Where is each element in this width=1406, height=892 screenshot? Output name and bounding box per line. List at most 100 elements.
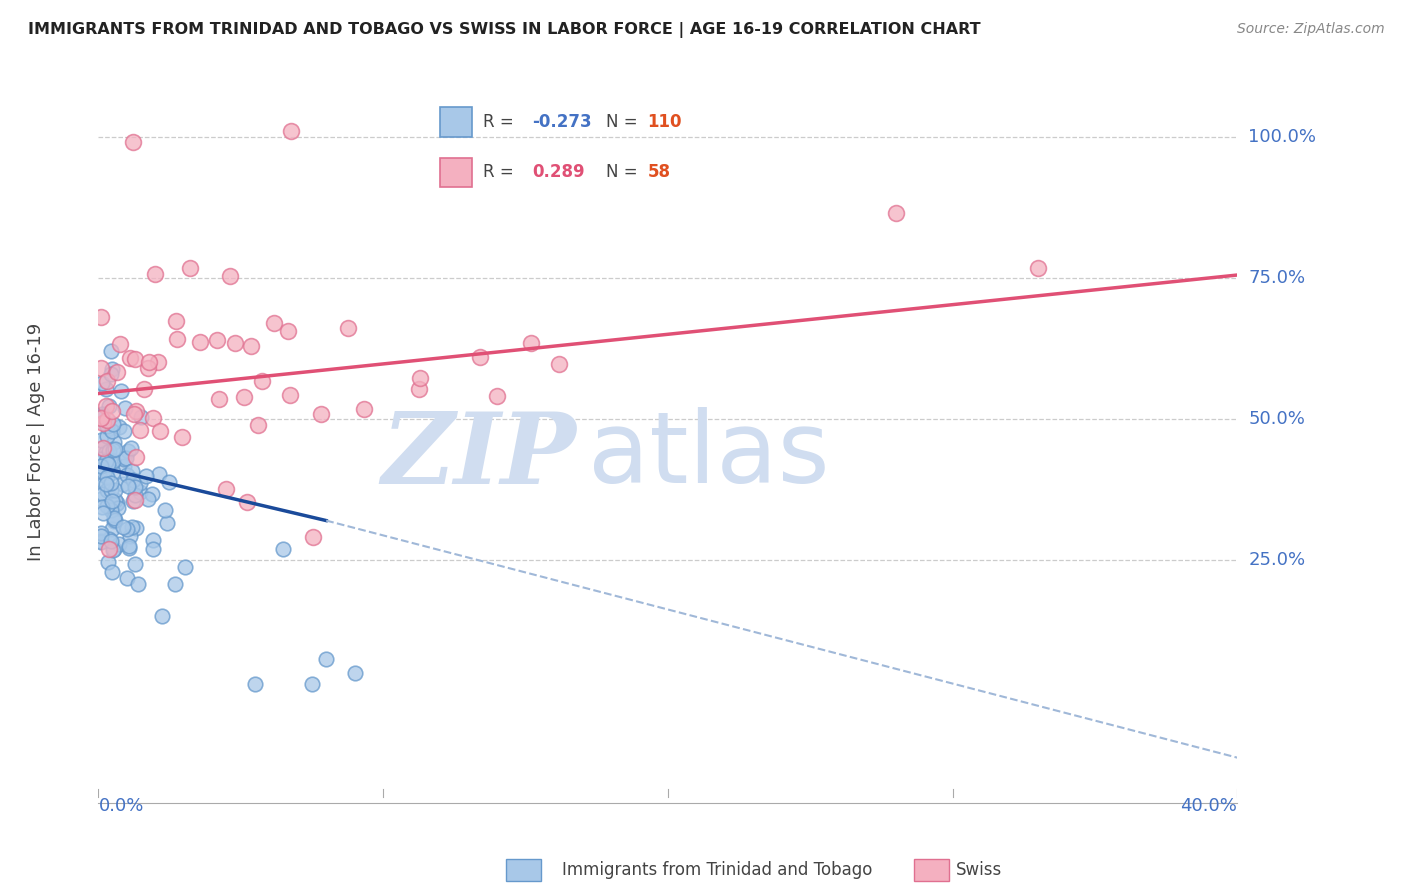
Point [100, 503, 122, 517]
Point [263, 317, 285, 331]
Point [148, 355, 170, 369]
Text: 50.0%: 50.0% [1249, 410, 1305, 428]
Point [100, 533, 122, 548]
Point [112, 459, 135, 474]
Point [884, 205, 907, 219]
Point [302, 531, 325, 545]
Point [315, 652, 337, 666]
Point [90, 407, 112, 421]
Point [90, 442, 112, 456]
Point [409, 371, 432, 385]
Point [97, 532, 120, 546]
Point [107, 365, 129, 379]
Point [105, 497, 128, 511]
Point [90, 310, 112, 324]
Point [143, 267, 166, 281]
Point [98, 444, 121, 458]
Point [101, 494, 124, 508]
Point [172, 430, 194, 444]
Point [353, 401, 375, 416]
Point [100, 367, 122, 381]
Point [101, 465, 124, 479]
Point [219, 268, 242, 283]
Point [96, 429, 118, 443]
Point [336, 320, 359, 334]
Point [224, 336, 246, 351]
Point [90, 529, 112, 543]
Point [124, 488, 146, 502]
Point [124, 492, 146, 507]
Point [90, 525, 112, 540]
Point [129, 475, 152, 490]
Point [141, 487, 163, 501]
Point [104, 492, 127, 507]
Point [343, 666, 366, 681]
Point [122, 136, 145, 150]
Point [91, 442, 114, 456]
Point [104, 483, 127, 498]
Point [150, 609, 173, 624]
Point [132, 382, 155, 396]
Point [208, 392, 231, 407]
Point [252, 374, 274, 388]
Text: atlas: atlas [588, 408, 830, 505]
Point [188, 335, 211, 350]
Point [1026, 261, 1049, 276]
Point [239, 339, 262, 353]
Point [243, 677, 266, 691]
Point [97, 421, 120, 435]
Point [90, 376, 112, 391]
Point [103, 541, 125, 556]
Point [93, 416, 115, 430]
Point [100, 361, 122, 376]
Point [215, 482, 238, 496]
Point [124, 521, 146, 535]
Point [166, 333, 188, 347]
Point [273, 541, 295, 556]
Point [100, 483, 122, 497]
Text: 100.0%: 100.0% [1249, 128, 1316, 145]
Point [98, 400, 121, 414]
Point [105, 496, 128, 510]
Point [96, 483, 118, 497]
Point [110, 384, 132, 398]
Point [118, 351, 141, 366]
Point [148, 424, 170, 438]
Point [125, 450, 148, 464]
Point [125, 404, 148, 418]
Point [101, 523, 124, 537]
Point [277, 324, 299, 338]
Point [138, 355, 160, 369]
Point [157, 475, 180, 489]
Point [142, 410, 165, 425]
Point [131, 410, 153, 425]
Point [122, 494, 145, 508]
Point [207, 333, 229, 347]
Point [101, 443, 124, 458]
Point [309, 407, 332, 421]
Point [115, 522, 138, 536]
Point [104, 513, 127, 527]
Point [136, 361, 159, 376]
Point [96, 470, 118, 484]
Point [96, 374, 118, 388]
Point [117, 479, 139, 493]
Point [97, 541, 120, 556]
Point [94, 399, 117, 413]
Point [142, 533, 165, 548]
Point [108, 419, 131, 434]
Point [117, 467, 139, 482]
Point [280, 124, 302, 138]
Point [90, 459, 112, 474]
Point [101, 543, 124, 558]
Point [91, 416, 114, 430]
Point [486, 389, 509, 403]
Point [90, 534, 112, 549]
Point [97, 555, 120, 569]
Point [94, 476, 117, 491]
Point [233, 390, 256, 404]
Point [90, 492, 112, 507]
Point [90, 433, 112, 447]
Text: 25.0%: 25.0% [1249, 551, 1306, 569]
Point [93, 476, 115, 491]
